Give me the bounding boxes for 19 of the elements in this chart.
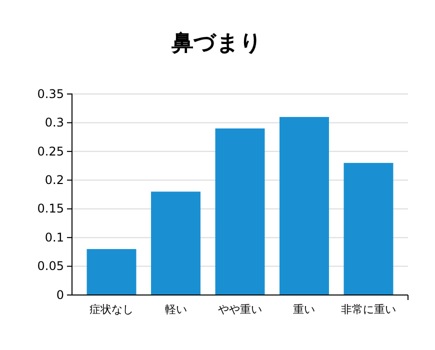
y-tick-label: 0.15 [37,202,64,216]
bar [151,192,200,295]
chart-title: 鼻づまり [170,31,262,56]
y-tick-label: 0 [56,288,64,302]
x-tick-label: 軽い [164,302,187,316]
x-tick-label: 症状なし [90,302,134,316]
y-tick-label: 0.1 [44,230,64,244]
bar [86,249,136,295]
y-tick-label: 0.35 [37,86,64,101]
x-tick-label: 重い [293,302,316,316]
bar [344,162,394,295]
bar [215,128,265,295]
x-tick-label: やや重い [218,302,262,316]
y-tick-label: 0.05 [37,259,64,274]
x-tick-label: 非常に重い [340,302,396,316]
y-tick-label: 0.2 [44,172,64,187]
bar [280,116,329,295]
y-tick-label: 0.25 [37,144,64,158]
y-tick-label: 0.3 [44,116,64,130]
